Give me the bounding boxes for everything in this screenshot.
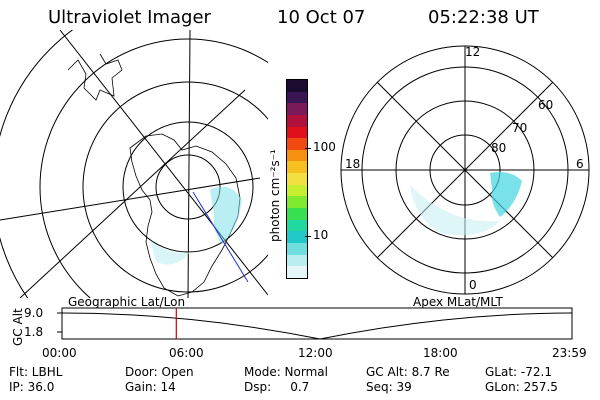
- mlt-line: [376, 81, 554, 259]
- colorbar-segment: [287, 266, 307, 278]
- orbit-altitude-plot: [57, 307, 573, 340]
- colorbar-unit-label: photon cm⁻²s⁻¹: [268, 149, 282, 242]
- info-col-door: Door: Open Gain: 14: [125, 365, 194, 395]
- mlt-label-18: 18: [345, 157, 361, 171]
- aurora-oval: [490, 172, 522, 217]
- geographic-label: Geographic Lat/Lon: [68, 295, 186, 309]
- colorbar-tick: [305, 148, 311, 149]
- y-tick-label-low: 1.8: [24, 325, 44, 339]
- apex-polar-plot: [340, 45, 590, 295]
- mlat-label-80: 80: [491, 141, 507, 155]
- colorbar-segment: [287, 219, 307, 232]
- colorbar-segment: [287, 80, 307, 92]
- colorbar-segment: [287, 103, 307, 115]
- geographic-map: [0, 30, 268, 298]
- meridian-line: [19, 89, 246, 298]
- colorbar-segment: [287, 173, 307, 185]
- aurora-emission: [210, 186, 242, 244]
- lat-circle: [0, 30, 74, 298]
- x-tick-label: 23:59: [552, 346, 587, 360]
- glon-value: GLon: 257.5: [485, 380, 558, 394]
- colorbar-segment: [287, 114, 307, 127]
- info-col-mode: Mode: Normal Dsp: 0.7: [244, 365, 328, 395]
- lat-circle: [39, 38, 268, 298]
- dsp-value: Dsp: 0.7: [244, 380, 310, 394]
- colorbar-segment: [287, 149, 307, 162]
- door-value: Door: Open: [125, 365, 194, 379]
- plot-frame: [61, 307, 573, 340]
- x-tick-label: 06:00: [169, 346, 204, 360]
- mlt-label-0: 0: [469, 278, 477, 292]
- mlat-label-60: 60: [538, 98, 554, 112]
- glat-value: GLat: -72.1: [485, 365, 552, 379]
- colorbar-segment: [287, 231, 307, 243]
- ip-value: IP: 36.0: [9, 380, 55, 394]
- colorbar-segment: [287, 161, 307, 174]
- colorbar-segment: [287, 138, 307, 150]
- mlat-label-70: 70: [512, 121, 528, 135]
- filter-value: Flt: LBHL: [9, 365, 63, 379]
- satellite-track: [192, 191, 249, 283]
- seq-value: Seq: 39: [366, 380, 412, 394]
- colorbar-segment: [287, 184, 307, 197]
- altitude-curve: [61, 312, 573, 340]
- colorbar-segment: [287, 254, 307, 267]
- y-tick-label-high: 9.0: [24, 306, 44, 320]
- x-tick-label: 00:00: [42, 346, 77, 360]
- info-col-geo: GLat: -72.1 GLon: 257.5: [485, 365, 558, 395]
- apex-label: Apex MLat/MLT: [413, 295, 503, 309]
- meridian-line: [0, 177, 261, 221]
- colorbar-segment: [287, 91, 307, 104]
- colorbar: [286, 79, 308, 279]
- gc-alt-value: GC Alt: 8.7 Re: [366, 365, 450, 379]
- colorbar-segment: [287, 242, 307, 255]
- colorbar-segment: [287, 196, 307, 209]
- aurora-emission: [150, 240, 190, 265]
- mlt-label-6: 6: [576, 157, 584, 171]
- meridian-line: [187, 30, 191, 298]
- aurora-oval-diffuse: [410, 185, 500, 236]
- date-label: 10 Oct 07: [277, 7, 366, 28]
- colorbar-tick-label: 10: [313, 228, 329, 242]
- coastline-south-america: [67, 53, 123, 101]
- colorbar-segment: [287, 208, 307, 220]
- coastline-antarctica: [129, 133, 241, 297]
- colorbar-tick-label: 100: [313, 140, 336, 154]
- colorbar-segment: [287, 126, 307, 139]
- mode-value: Mode: Normal: [244, 365, 328, 379]
- x-tick-label: 18:00: [423, 346, 458, 360]
- time-label: 05:22:38 UT: [428, 7, 539, 28]
- info-col-alt: GC Alt: 8.7 Re Seq: 39: [366, 365, 450, 395]
- colorbar-tick: [305, 236, 311, 237]
- mlt-label-12: 12: [465, 45, 481, 59]
- x-tick-label: 12:00: [298, 346, 333, 360]
- instrument-title: Ultraviolet Imager: [48, 7, 211, 28]
- meridian-line: [59, 30, 268, 296]
- info-col-filter: Flt: LBHL IP: 36.0: [9, 365, 62, 395]
- gain-value: Gain: 14: [125, 380, 176, 394]
